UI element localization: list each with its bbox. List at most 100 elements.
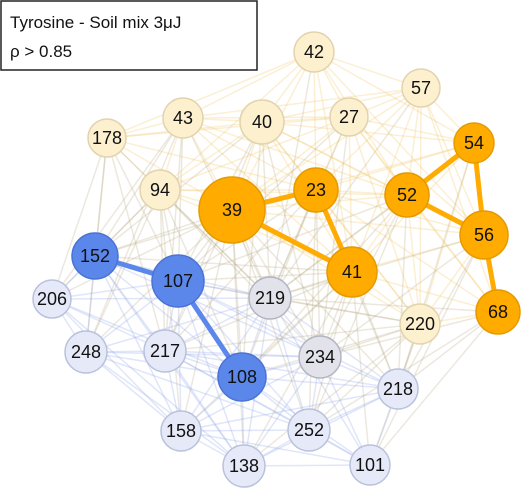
edge	[177, 280, 245, 467]
edge	[51, 298, 245, 467]
edge	[51, 137, 108, 300]
node	[293, 167, 339, 213]
edge	[94, 255, 353, 273]
node	[399, 303, 441, 345]
node	[143, 329, 187, 373]
node	[71, 232, 119, 280]
edge	[106, 137, 317, 191]
edge	[106, 137, 271, 299]
node	[217, 352, 267, 402]
node-label: 43	[173, 108, 193, 128]
edge	[243, 323, 421, 467]
edge	[308, 194, 408, 431]
edge	[315, 189, 321, 358]
edge	[231, 209, 485, 236]
node	[401, 68, 441, 108]
edge	[369, 311, 499, 466]
edge	[313, 51, 475, 144]
node	[160, 410, 202, 452]
edge	[180, 271, 353, 432]
edge	[348, 116, 421, 325]
edge	[348, 116, 353, 273]
edge	[351, 271, 371, 466]
edge	[180, 430, 371, 466]
edge	[397, 234, 485, 390]
node-label: 220	[405, 314, 435, 334]
edge	[51, 298, 182, 432]
node	[162, 97, 204, 139]
edge	[164, 350, 371, 466]
edge	[164, 350, 399, 390]
edge	[406, 194, 499, 313]
edge	[313, 51, 353, 273]
edge	[348, 116, 475, 144]
edge	[85, 117, 184, 353]
node-label: 248	[71, 342, 101, 362]
node	[64, 330, 108, 374]
edge	[182, 117, 408, 196]
nodes: 42 57 43 40 27 178 54 94 39 23 52 56 41 68 220 152 107 21…	[32, 31, 521, 488]
edge	[241, 121, 263, 378]
node-label: 234	[305, 347, 335, 367]
edge	[269, 297, 421, 325]
node	[298, 335, 342, 379]
node	[459, 210, 509, 260]
edge	[269, 87, 422, 299]
edge	[106, 116, 350, 139]
edge	[315, 87, 422, 191]
node-label: 94	[150, 180, 170, 200]
node-label: 101	[355, 455, 385, 475]
edge	[159, 189, 321, 358]
edge	[164, 189, 317, 352]
edge	[159, 189, 408, 196]
edge	[269, 297, 310, 431]
edge	[177, 271, 353, 282]
node	[293, 31, 335, 73]
edge	[94, 255, 243, 378]
node-label: 138	[229, 456, 259, 476]
node	[384, 172, 430, 218]
node	[349, 444, 391, 486]
edge	[308, 323, 421, 431]
node	[287, 408, 331, 452]
edge	[85, 189, 161, 353]
node	[32, 279, 72, 319]
edge	[348, 116, 499, 313]
node	[222, 444, 266, 488]
edge	[241, 194, 408, 378]
edge	[85, 297, 271, 353]
edge	[351, 87, 422, 273]
edge	[269, 297, 499, 313]
node-label: 178	[92, 128, 122, 148]
node-label: 23	[306, 180, 326, 200]
node	[198, 176, 266, 244]
edge	[261, 121, 408, 196]
node	[329, 97, 369, 137]
edge	[369, 234, 485, 466]
title: Tyrosine - Soil mix 3μJ	[10, 13, 181, 32]
edge	[106, 51, 315, 139]
node-label: 52	[397, 185, 417, 205]
edge	[164, 117, 184, 352]
edge	[261, 121, 421, 325]
edge	[159, 189, 271, 299]
edge	[177, 194, 408, 282]
node	[239, 99, 285, 145]
edge	[313, 51, 485, 236]
edge	[241, 376, 399, 390]
edge	[269, 51, 315, 299]
node	[326, 246, 378, 298]
edge	[397, 194, 408, 390]
edge	[182, 117, 317, 191]
edge	[164, 323, 421, 352]
node-label: 68	[488, 302, 508, 322]
edge	[51, 298, 243, 378]
edge	[397, 142, 475, 390]
node-label: 54	[464, 133, 484, 153]
edge	[231, 87, 422, 211]
node	[139, 169, 181, 211]
edge	[51, 117, 184, 300]
edge	[269, 297, 371, 466]
edge	[231, 209, 245, 467]
